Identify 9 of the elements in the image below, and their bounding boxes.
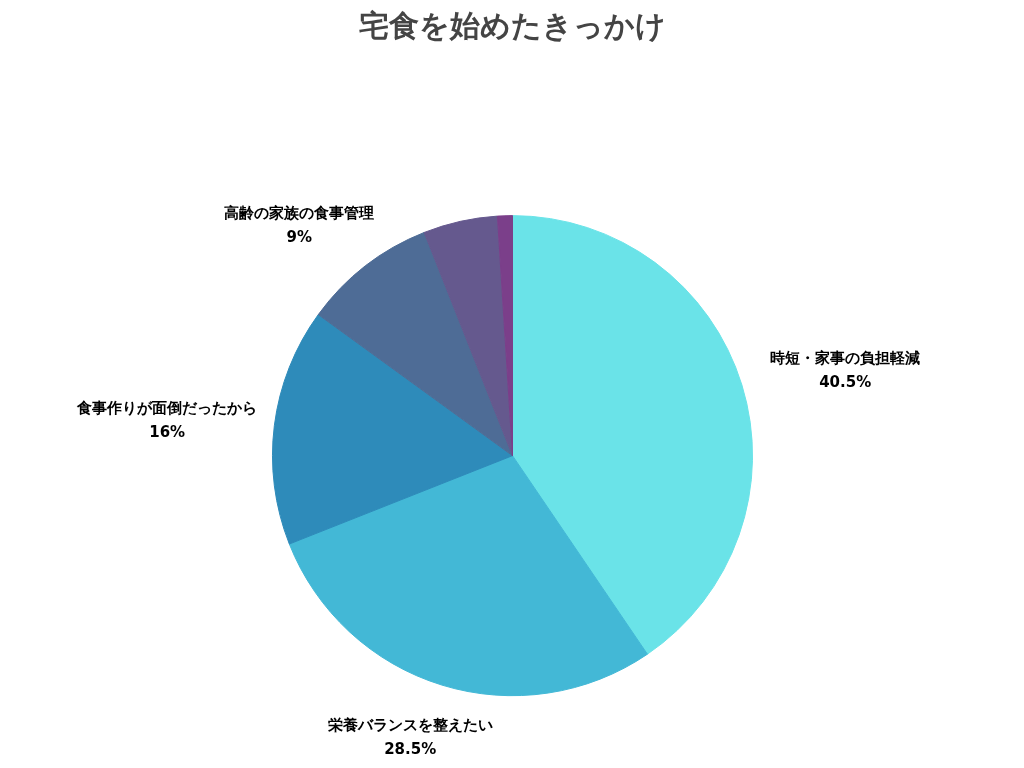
slice-label: 高齢の家族の食事管理 [224, 203, 375, 222]
chart-title: 宅食を始めたきっかけ [359, 7, 666, 43]
slice-label: 時短・家事の負担軽減 [770, 349, 921, 368]
slice-label: 食事作りが面倒だったから [76, 398, 258, 417]
data-label: 16% [149, 422, 186, 441]
data-label: 9% [286, 227, 312, 246]
data-label: 40.5% [819, 373, 872, 392]
data-label: 28.5% [384, 739, 437, 758]
slice-label: 栄養バランスを整えたい [327, 715, 493, 734]
